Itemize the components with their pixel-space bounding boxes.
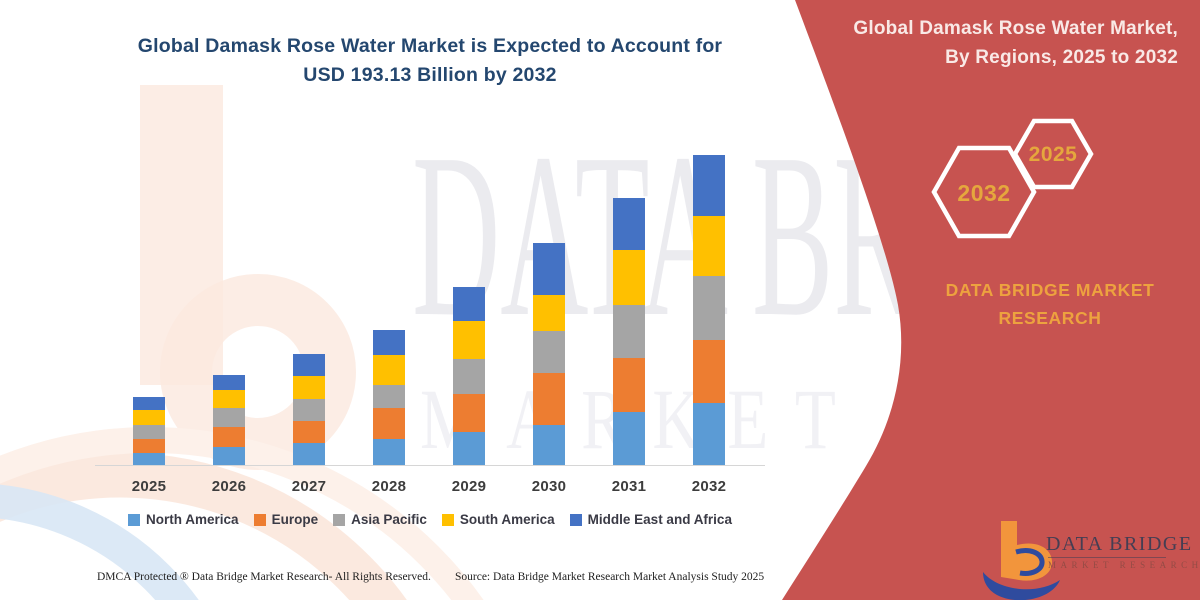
bar-segment-europe-2027	[293, 421, 325, 443]
x-axis-label-2026: 2026	[211, 478, 247, 495]
bar-2029	[453, 287, 485, 465]
bar-segment-south-america-2031	[613, 250, 645, 305]
logo-divider	[1048, 557, 1166, 558]
legend-swatch	[253, 513, 266, 526]
bar-2028	[373, 330, 405, 465]
bar-segment-middle-east-and-africa-2025	[133, 397, 165, 410]
bar-segment-europe-2025	[133, 439, 165, 453]
bar-segment-south-america-2026	[213, 390, 245, 408]
x-axis-label-2031: 2031	[611, 478, 647, 495]
logo-bowl-stroke	[1015, 548, 1045, 576]
panel-brand-line1: DATA BRIDGE MARKET	[945, 280, 1155, 300]
bar-segment-middle-east-and-africa-2026	[213, 375, 245, 390]
x-axis-label-2029: 2029	[451, 478, 487, 495]
bar-segment-south-america-2027	[293, 376, 325, 399]
bar-2027	[293, 354, 325, 465]
bar-segment-asia-pacific-2029	[453, 359, 485, 394]
bar-segment-middle-east-and-africa-2030	[533, 243, 565, 295]
bar-segment-south-america-2028	[373, 355, 405, 385]
bar-2026	[213, 375, 245, 465]
logo-brand-text: DATA BRIDGE	[1046, 533, 1193, 555]
bar-segment-asia-pacific-2027	[293, 399, 325, 421]
hexagon-2032-label: 2032	[957, 180, 1011, 206]
chart-title-line1: Global Damask Rose Water Market is Expec…	[137, 35, 723, 57]
bar-2032	[693, 155, 725, 465]
bar-segment-south-america-2029	[453, 321, 485, 359]
x-axis-label-2027: 2027	[291, 478, 327, 495]
bar-segment-asia-pacific-2028	[373, 385, 405, 408]
x-axis-label-2030: 2030	[531, 478, 567, 495]
panel-title: Global Damask Rose Water Market, By Regi…	[830, 14, 1178, 73]
bar-segment-middle-east-and-africa-2032	[693, 155, 725, 216]
legend-label: Middle East and Africa	[587, 512, 732, 527]
bar-segment-middle-east-and-africa-2031	[613, 198, 645, 250]
bar-segment-north-america-2028	[373, 439, 405, 465]
dmca-notice: DMCA Protected ® Data Bridge Market Rese…	[97, 571, 431, 583]
x-axis-label-2025: 2025	[131, 478, 167, 495]
side-panel-shape	[782, 0, 1200, 600]
bar-2030	[533, 243, 565, 465]
bar-segment-europe-2030	[533, 373, 565, 425]
bar-segment-europe-2032	[693, 340, 725, 403]
chart-legend: North America Europe Asia Pacific South Ame…	[95, 512, 765, 527]
legend-label: Europe	[271, 512, 319, 527]
bar-segment-north-america-2027	[293, 443, 325, 465]
bar-2031	[613, 198, 645, 465]
hexagon-2032	[931, 145, 1037, 239]
legend-item-middle-east-and-africa: Middle East and Africa	[569, 512, 732, 527]
watermark-arc-peach	[0, 452, 407, 600]
chart-title-line2: USD 193.13 Billion by 2032	[303, 64, 557, 87]
bar-segment-asia-pacific-2031	[613, 305, 645, 358]
logo-swoosh	[983, 572, 1060, 600]
panel-title-line2: By Regions, 2025 to 2032	[945, 47, 1178, 69]
legend-label: South America	[459, 512, 555, 527]
bar-segment-south-america-2032	[693, 216, 725, 276]
bar-segment-asia-pacific-2026	[213, 408, 245, 427]
legend-label: Asia Pacific	[351, 512, 427, 527]
bar-segment-north-america-2031	[613, 412, 645, 465]
bar-segment-north-america-2025	[133, 453, 165, 465]
legend-swatch	[441, 513, 454, 526]
plot-area	[95, 118, 765, 466]
bar-segment-middle-east-and-africa-2029	[453, 287, 485, 321]
hexagon-2025-label: 2025	[1028, 143, 1078, 166]
chart-title: Global Damask Rose Water Market is Expec…	[90, 32, 770, 91]
bar-segment-north-america-2030	[533, 425, 565, 465]
hexagon-2025	[1012, 118, 1094, 190]
bar-segment-north-america-2026	[213, 447, 245, 465]
source-note: Source: Data Bridge Market Research Mark…	[455, 571, 765, 583]
legend-swatch	[569, 513, 582, 526]
bar-segment-europe-2029	[453, 394, 485, 432]
bar-2025	[133, 397, 165, 465]
bar-segment-europe-2026	[213, 427, 245, 447]
panel-brand-text: DATA BRIDGE MARKET RESEARCH	[905, 276, 1195, 332]
x-axis-label-2028: 2028	[371, 478, 407, 495]
bar-segment-north-america-2032	[693, 403, 725, 465]
legend-item-asia-pacific: Asia Pacific	[333, 512, 427, 527]
legend-item-europe: Europe	[253, 512, 319, 527]
bar-segment-europe-2028	[373, 408, 405, 439]
bar-segment-south-america-2030	[533, 295, 565, 331]
panel-title-line1: Global Damask Rose Water Market,	[853, 18, 1178, 39]
bar-segment-middle-east-and-africa-2027	[293, 354, 325, 376]
bar-segment-south-america-2025	[133, 410, 165, 425]
x-axis-label-2032: 2032	[691, 478, 727, 495]
bar-segment-north-america-2029	[453, 432, 485, 465]
legend-label: North America	[146, 512, 239, 527]
legend-item-north-america: North America	[128, 512, 239, 527]
legend-swatch	[333, 513, 346, 526]
panel-brand-line2: RESEARCH	[998, 308, 1102, 328]
legend-item-south-america: South America	[441, 512, 555, 527]
legend-swatch	[128, 513, 141, 526]
bar-segment-europe-2031	[613, 358, 645, 412]
bar-segment-asia-pacific-2025	[133, 425, 165, 439]
bar-segment-asia-pacific-2032	[693, 276, 725, 340]
logo-sub-text: MARKET RESEARCH	[1048, 560, 1200, 570]
bar-segment-middle-east-and-africa-2028	[373, 330, 405, 355]
bar-segment-asia-pacific-2030	[533, 331, 565, 373]
